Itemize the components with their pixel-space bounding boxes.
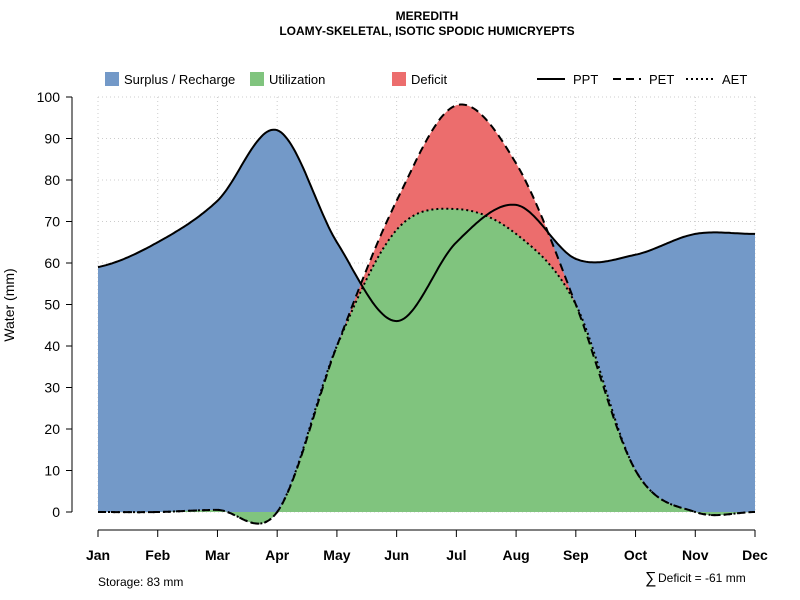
deficit-sum-symbol: ∑ — [645, 570, 656, 587]
x-tick-label-jul: Jul — [446, 547, 466, 563]
chart-title: MEREDITH — [396, 9, 459, 23]
x-tick-label-apr: Apr — [265, 547, 290, 563]
storage-label: Storage: 83 mm — [98, 575, 183, 589]
legend-swatch-utilization — [250, 72, 264, 86]
legend-label-surplus: Surplus / Recharge — [124, 72, 235, 87]
y-tick-label-30: 30 — [44, 380, 60, 396]
x-tick-label-mar: Mar — [205, 547, 230, 563]
legend-label-utilization: Utilization — [269, 72, 325, 87]
legend-label-aet: AET — [722, 72, 747, 87]
series-line-ppt — [97, 128, 755, 323]
y-tick-label-90: 90 — [44, 131, 60, 147]
y-tick-label-40: 40 — [44, 338, 60, 354]
y-tick-label-80: 80 — [44, 172, 60, 188]
areas — [98, 104, 755, 524]
surplus-overlay-area — [98, 129, 755, 524]
x-tick-label-sep: Sep — [563, 547, 589, 563]
y-tick-label-50: 50 — [44, 297, 60, 313]
series-line-pet — [98, 103, 755, 525]
y-tick-label-70: 70 — [44, 214, 60, 230]
legend-swatch-surplus — [105, 72, 119, 86]
legend-label-ppt: PPT — [573, 72, 598, 87]
series-line-aet — [98, 207, 755, 525]
y-tick-label-0: 0 — [52, 504, 60, 520]
x-tick-label-aug: Aug — [502, 547, 529, 563]
x-tick-label-oct: Oct — [624, 547, 648, 563]
axes: 0 10 20 30 40 50 60 70 80 90 100 Jan Feb Mar Apr May Jun… — [37, 89, 768, 563]
y-tick-label-20: 20 — [44, 421, 60, 437]
x-tick-label-jan: Jan — [86, 547, 110, 563]
y-tick-label-10: 10 — [44, 463, 60, 479]
y-tick-label-60: 60 — [44, 255, 60, 271]
x-tick-label-nov: Nov — [682, 547, 709, 563]
legend-swatch-deficit — [392, 72, 406, 86]
legend-label-pet: PET — [649, 72, 674, 87]
y-tick-label-100: 100 — [37, 89, 61, 105]
x-tick-label-dec: Dec — [742, 547, 768, 563]
y-axis-label: Water (mm) — [1, 268, 17, 341]
x-tick-label-feb: Feb — [145, 547, 170, 563]
x-tick-label-jun: Jun — [384, 547, 409, 563]
legend: Surplus / Recharge Utilization Deficit PPT P… — [105, 72, 747, 87]
x-tick-label-may: May — [323, 547, 350, 563]
chart-subtitle: LOAMY-SKELETAL, ISOTIC SPODIC HUMICRYEPT… — [279, 24, 574, 38]
deficit-sum-label: Deficit = -61 mm — [658, 571, 746, 585]
utilization-area — [98, 208, 755, 524]
series-lines — [97, 103, 755, 525]
legend-label-deficit: Deficit — [411, 72, 448, 87]
